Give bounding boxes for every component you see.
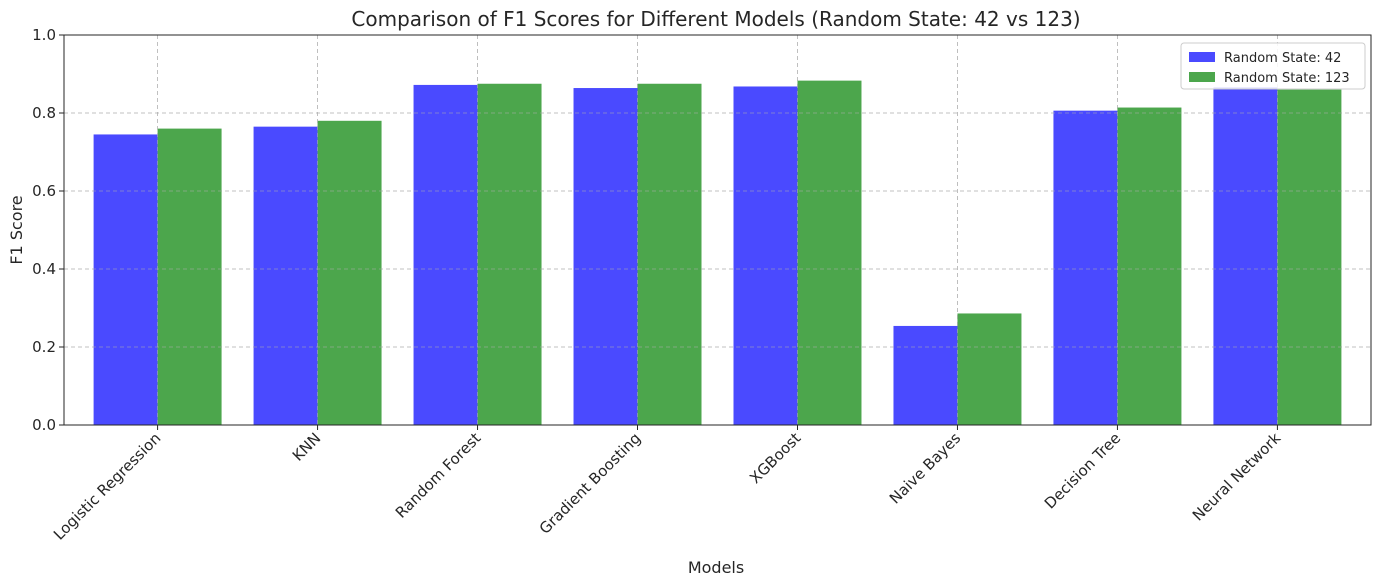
bar-rs42-5 bbox=[893, 325, 958, 425]
bar-rs123-2 bbox=[477, 83, 542, 425]
legend-label-0: Random State: 42 bbox=[1224, 51, 1341, 66]
y-tick-label: 0.0 bbox=[32, 416, 56, 434]
x-ticks: Logistic Regression KNN Random Forest Gradi… bbox=[50, 425, 1285, 544]
bar-rs42-7 bbox=[1213, 87, 1278, 425]
y-tick-label: 0.6 bbox=[32, 182, 56, 200]
x-tick-label: Neural Network bbox=[1189, 429, 1285, 525]
bar-rs42-3 bbox=[573, 88, 638, 425]
x-tick-label: Logistic Regression bbox=[50, 429, 164, 543]
bar-rs123-1 bbox=[317, 120, 382, 426]
legend: Random State: 42 Random State: 123 bbox=[1180, 42, 1366, 90]
bar-rs123-7 bbox=[1277, 89, 1342, 425]
y-tick-label: 0.8 bbox=[32, 104, 56, 122]
x-tick-label: Naive Bayes bbox=[886, 429, 965, 508]
bar-rs123-0 bbox=[157, 128, 222, 425]
bar-rs123-5 bbox=[957, 313, 1022, 425]
legend-label-1: Random State: 123 bbox=[1224, 71, 1350, 86]
bar-rs42-2 bbox=[413, 84, 478, 426]
x-tick-label: KNN bbox=[289, 429, 325, 465]
y-ticks: 0.0 0.2 0.4 0.6 0.8 1.0 bbox=[32, 26, 64, 434]
bar-rs123-4 bbox=[797, 80, 862, 425]
plot-frame bbox=[63, 34, 1372, 426]
bar-rs42-1 bbox=[253, 126, 318, 426]
axes bbox=[63, 34, 1372, 426]
chart-title: Comparison of F1 Scores for Different Mo… bbox=[351, 7, 1080, 31]
y-axis-label: F1 Score bbox=[7, 195, 26, 264]
legend-swatch-0 bbox=[1189, 52, 1215, 62]
x-axis-label: Models bbox=[688, 558, 744, 577]
y-tick-label: 0.2 bbox=[32, 338, 56, 356]
x-tick-label: XGBoost bbox=[746, 429, 804, 487]
bar-rs42-0 bbox=[93, 134, 158, 425]
bar-rs42-4 bbox=[733, 86, 798, 425]
y-tick-label: 1.0 bbox=[32, 26, 56, 44]
x-tick-label: Gradient Boosting bbox=[536, 429, 645, 538]
x-tick-label: Decision Tree bbox=[1041, 429, 1124, 512]
x-tick-label: Random Forest bbox=[392, 429, 485, 522]
legend-box bbox=[1180, 42, 1366, 90]
legend-swatch-1 bbox=[1189, 72, 1215, 82]
bar-rs123-3 bbox=[637, 83, 702, 425]
bar-rs42-6 bbox=[1053, 110, 1118, 425]
bars bbox=[64, 34, 1371, 426]
bar-rs123-6 bbox=[1117, 107, 1182, 425]
y-tick-label: 0.4 bbox=[32, 260, 56, 278]
